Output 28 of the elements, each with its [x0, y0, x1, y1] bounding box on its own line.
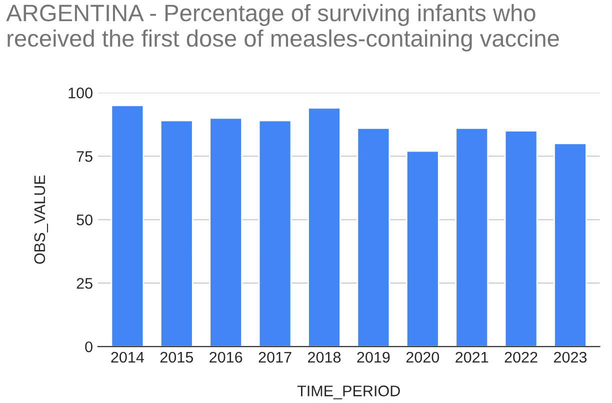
- x-tick-label: 2014: [111, 352, 144, 363]
- x-tick-label: 2023: [554, 352, 587, 363]
- bar: [504, 130, 538, 347]
- x-tick-label: 2020: [406, 352, 440, 363]
- y-axis-title: OBS_VALUE: [34, 175, 48, 264]
- y-tick-label: 75: [76, 151, 92, 162]
- y-tick-label: 100: [68, 88, 92, 98]
- bar: [110, 104, 144, 347]
- x-tick-label: 2016: [210, 352, 242, 363]
- x-tick-label: 2021: [456, 352, 488, 363]
- y-tick-label: 0: [85, 341, 92, 352]
- x-tick-label: 2019: [357, 352, 390, 363]
- bar: [258, 120, 292, 347]
- bar: [209, 117, 243, 347]
- x-tick-label: 2022: [504, 352, 538, 363]
- bar: [554, 142, 587, 347]
- x-tick-label: 2018: [308, 352, 341, 363]
- bar: [160, 120, 194, 347]
- x-tick-label: 2017: [258, 352, 292, 363]
- bar: [308, 107, 341, 347]
- bar: [356, 128, 390, 347]
- y-tick-label: 50: [76, 214, 92, 226]
- bar: [455, 128, 489, 347]
- bar: [406, 150, 440, 347]
- chart-title: ARGENTINA - Percentage of surviving infants who received the first dose of measles-containing vaccine: [6, 4, 559, 52]
- y-tick-label: 25: [76, 278, 92, 289]
- x-tick-label: 2015: [160, 352, 193, 363]
- x-axis-title: TIME_PERIOD: [297, 386, 400, 400]
